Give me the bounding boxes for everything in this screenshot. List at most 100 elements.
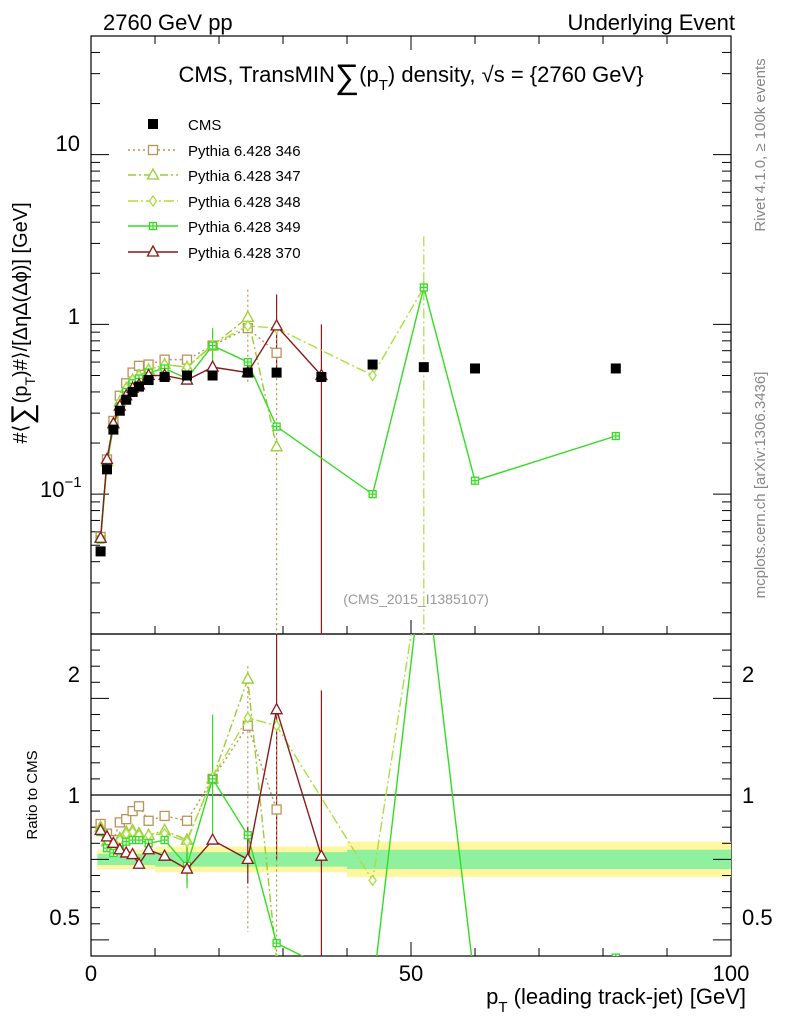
legend-label: Pythia 6.428 348: [188, 194, 301, 211]
legend-entry-348: Pythia 6.428 348: [128, 194, 301, 211]
header-left: 2760 GeV pp: [103, 10, 233, 35]
ratio-data-point: [106, 835, 120, 848]
ratio-data-point: [243, 711, 253, 724]
cms-data-point: [316, 371, 327, 382]
cms-data-point: [610, 363, 621, 374]
ratio-data-point: [102, 843, 112, 853]
ratio-data-point: [160, 835, 169, 845]
legend-marker: [148, 221, 158, 231]
cms-data-point: [242, 367, 253, 378]
data-point: [243, 357, 252, 367]
ratio-series-line: [99, 634, 473, 956]
data-point: [208, 341, 217, 350]
cms-data-point: [207, 370, 218, 381]
y-tick-label-1: 1: [68, 304, 80, 329]
ratio-data-point: [271, 804, 282, 815]
ratio-axis-label: Ratio to CMS: [24, 750, 41, 839]
cms-data-point: [418, 362, 429, 373]
x-tick-label-0: 0: [85, 961, 97, 986]
ratio-data-point: [182, 835, 192, 848]
legend-entry-cms: CMS: [148, 117, 221, 134]
ratio-data-point: [611, 953, 620, 956]
cms-data-point: [102, 464, 112, 475]
ratio-data-point: [314, 848, 328, 861]
ratio-data-point: [113, 842, 127, 855]
ratio-data-point: [126, 847, 140, 860]
ratio-series-line: [100, 709, 323, 870]
data-point: [94, 530, 108, 543]
x-axis-label: pT (leading track-jet) [GeV]: [486, 984, 746, 1016]
legend-entry-370: Pythia 6.428 370: [128, 244, 301, 262]
ratio-data-point: [121, 814, 132, 825]
ratio-data-point: [180, 861, 194, 874]
data-point: [368, 489, 377, 499]
ratio-data-point: [369, 988, 376, 995]
legend-marker: [146, 167, 160, 180]
legend: CMS Pythia 6.428 346 Pythia 6.428 347 Py…: [128, 117, 301, 262]
ratio-data-point: [472, 981, 479, 988]
ratio-data-point: [100, 829, 114, 842]
ratio-data-point: [181, 815, 193, 826]
cms-data-point: [127, 386, 138, 397]
ratio-data-point: [132, 856, 146, 869]
cms-data-point: [108, 424, 119, 435]
rivet-label: Rivet 4.1.0, ≥ 100k events: [752, 58, 769, 231]
ratio-data-point: [243, 831, 252, 840]
cms-data-point: [182, 370, 192, 381]
ratio-data-point: [241, 852, 255, 865]
y-axis-label: #⟨∑(pT)#⟩/[ΔηΔ(Δϕ)] [GeV]: [6, 202, 39, 443]
ratio-data-point: [158, 848, 172, 861]
data-point: [271, 347, 282, 358]
data-point: [270, 318, 284, 331]
legend-label: Pythia 6.428 347: [188, 168, 301, 185]
legend-entry-349: Pythia 6.428 349: [128, 219, 301, 236]
legend-label: Pythia 6.428 370: [188, 245, 301, 262]
cms-data-point: [95, 546, 106, 557]
legend-marker: [147, 144, 159, 156]
ratio-data-point: [270, 702, 284, 715]
cms-data-point: [367, 359, 378, 370]
ratio-tick-label-0.5-left: 0.5: [49, 905, 80, 930]
cms-data-point: [134, 381, 144, 392]
legend-marker: [146, 244, 160, 257]
ratio-tick-label-1-left: 1: [68, 783, 80, 808]
ratio-band-inner: [347, 849, 731, 870]
data-point: [419, 283, 428, 292]
marker-box: [369, 988, 376, 995]
ratio-data-point: [142, 842, 156, 855]
legend-entry-347: Pythia 6.428 347: [128, 167, 301, 185]
ratio-data-point: [275, 953, 278, 956]
analysis-reference: (CMS_2015_I1385107): [343, 591, 489, 607]
ratio-tick-label-0.5-right: 0.5: [742, 905, 773, 930]
legend-marker: [148, 194, 158, 208]
ratio-data-point: [206, 832, 220, 845]
y-tick-label-0.1: 10−1: [40, 474, 82, 502]
series-line: [99, 324, 322, 539]
ratio-data-point: [208, 774, 217, 784]
cms-data-point: [159, 371, 170, 382]
ratio-data-point: [134, 835, 144, 845]
cms-data-point: [143, 375, 154, 386]
ratio-data-point: [159, 810, 170, 822]
ratio-data-point: [272, 938, 281, 948]
legend-label: Pythia 6.428 349: [188, 219, 301, 236]
data-point: [100, 452, 114, 465]
ratio-tick-label-1-right: 1: [742, 783, 754, 808]
cms-data-point: [470, 363, 480, 374]
data-point: [368, 369, 377, 382]
axis-ticks: [90, 35, 732, 957]
data-point: [611, 431, 620, 441]
mcplots-label: mcplots.cern.ch [arXiv:1306.3436]: [752, 372, 769, 599]
ratio-data-point: [94, 823, 108, 836]
plot-title: CMS, TransMIN∑(pT) density, √s = {2760 G…: [178, 58, 643, 96]
ratio-data-point: [241, 671, 255, 684]
series-line: [99, 316, 278, 539]
x-tick-label-100: 100: [713, 961, 750, 986]
series-line: [99, 287, 617, 540]
y-tick-label-10: 10: [56, 131, 80, 156]
legend-entry-346: Pythia 6.428 346: [128, 143, 301, 160]
ratio-data-point: [133, 801, 145, 812]
ratio-tick-label-2-right: 2: [742, 662, 754, 687]
data-point: [470, 476, 480, 485]
